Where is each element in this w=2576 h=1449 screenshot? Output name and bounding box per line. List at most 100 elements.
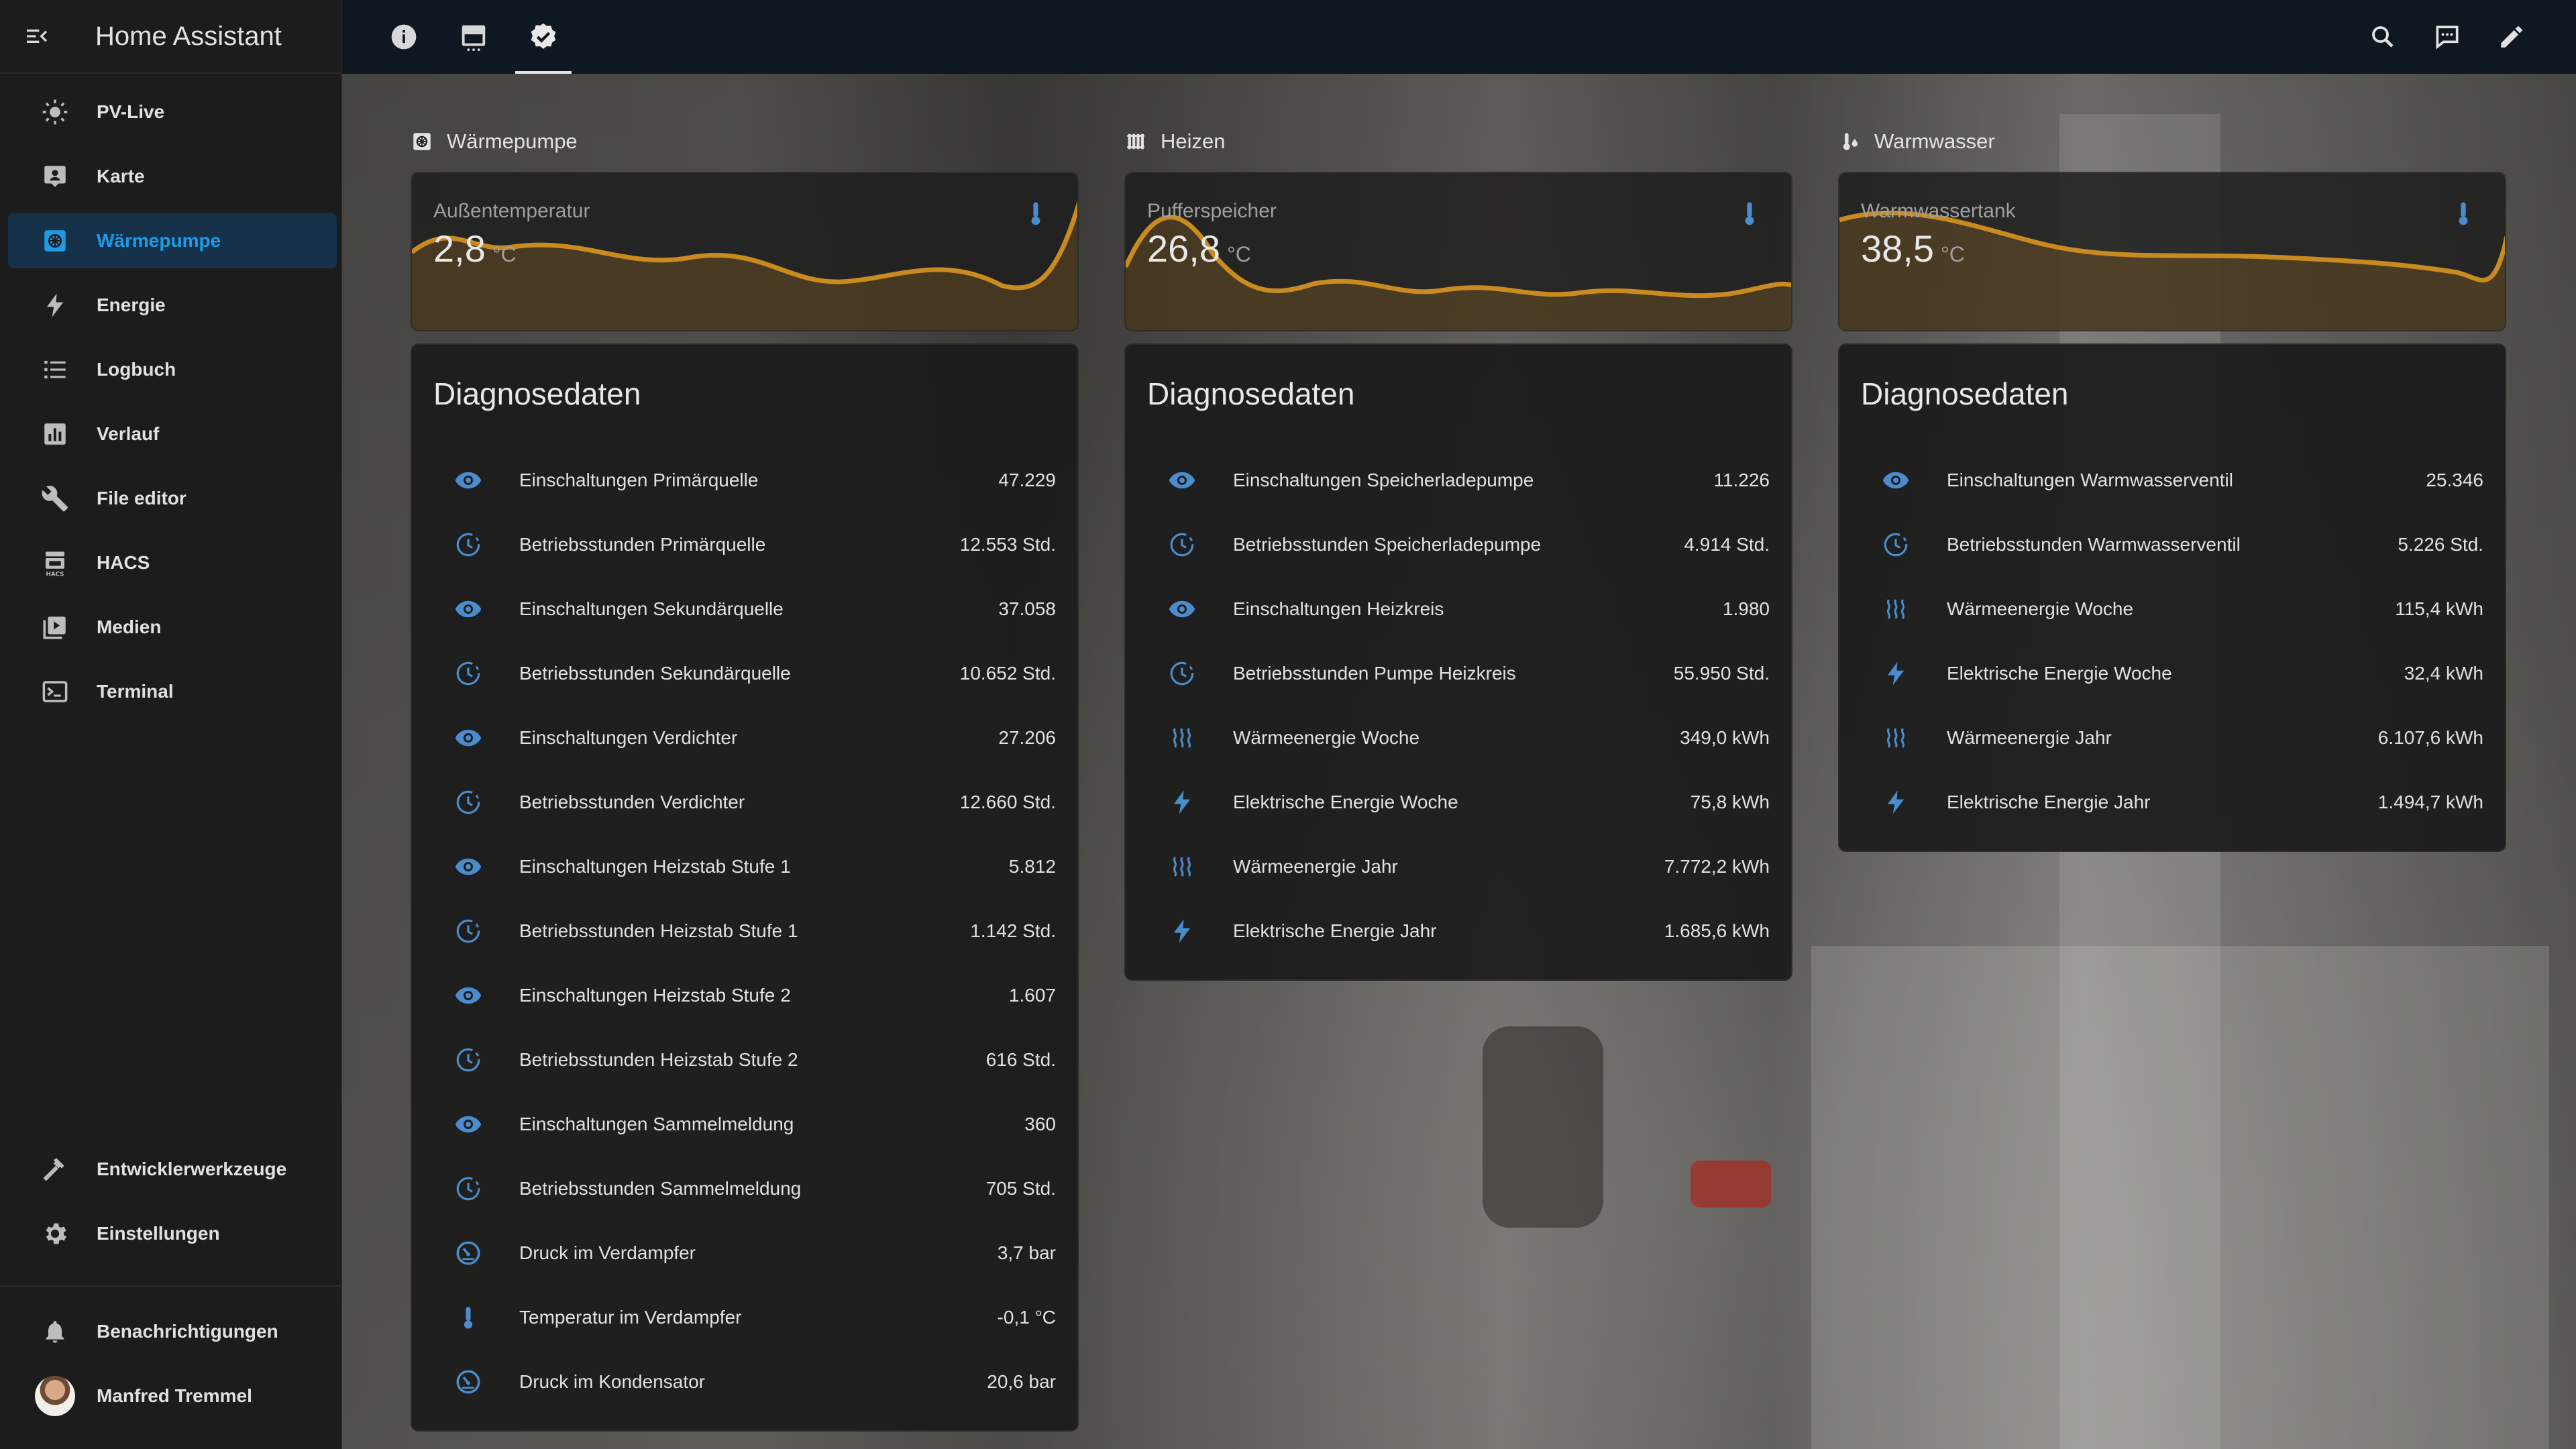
wrench-icon [42,486,68,512]
entity-value: 349,0 kWh [1680,727,1770,748]
entity-name: Betriebsstunden Verdichter [519,792,745,812]
entity-row[interactable]: Elektrische Energie Woche 75,8 kWh [1126,770,1791,835]
entity-value: 7.772,2 kWh [1664,856,1770,877]
entity-row[interactable]: Einschaltungen Heizstab Stufe 2 1.607 [412,963,1077,1028]
card-title: Diagnosedaten [1861,376,2069,411]
entity-value: 5.812 [1008,856,1056,877]
entity-name: Betriebsstunden Warmwasserventil [1947,534,2241,555]
sidebar-item-entwicklerwerkzeuge[interactable]: Entwicklerwerkzeuge [8,1142,337,1197]
info-icon [391,24,417,50]
diagnostics-card-wärmepumpe: Diagnosedaten Einschaltungen Primärquell… [411,343,1079,1432]
entity-name: Einschaltungen Sekundärquelle [519,598,784,619]
clock-icon [456,661,480,686]
entity-row[interactable]: Wärmeenergie Woche 349,0 kWh [1126,706,1791,770]
entity-value: 25.346 [2426,470,2483,490]
sidebar-item-einstellungen[interactable]: Einstellungen [8,1206,337,1261]
sensor-card-heizen[interactable]: Pufferspeicher 26,8 °C [1124,172,1792,331]
entity-value: 27.206 [998,727,1056,748]
entity-value: 1.980 [1722,598,1770,619]
entity-row[interactable]: Betriebsstunden Sekundärquelle 10.652 St… [412,641,1077,706]
entity-row[interactable]: Wärmeenergie Woche 115,4 kWh [1839,577,2505,641]
entity-row[interactable]: Druck im Verdampfer 3,7 bar [412,1221,1077,1285]
entity-value: 55.950 Std. [1673,663,1770,684]
search-button[interactable] [2351,0,2415,74]
entity-row[interactable]: Einschaltungen Verdichter 27.206 [412,706,1077,770]
sidebar-item-medien[interactable]: Medien [8,600,337,655]
sun-icon [42,99,68,125]
sidebar-item-wärmepumpe[interactable]: Wärmepumpe [8,213,337,268]
entity-name: Betriebsstunden Sammelmeldung [519,1178,802,1199]
sensor-card-wärmepumpe[interactable]: Außentemperatur 2,8 °C [411,172,1079,331]
sidebar-item-energie[interactable]: Energie [8,278,337,333]
entity-row[interactable]: Einschaltungen Heizkreis 1.980 [1126,577,1791,641]
sidebar-item-label: Medien [97,616,162,637]
entity-name: Wärmeenergie Woche [1233,727,1420,748]
entity-value: 32,4 kWh [2404,663,2483,684]
search-icon [2372,26,2394,48]
entity-row[interactable]: Betriebsstunden Verdichter 12.660 Std. [412,770,1077,835]
entity-row[interactable]: Einschaltungen Heizstab Stufe 1 5.812 [412,835,1077,899]
thermometer-icon [464,1307,473,1329]
sidebar-item-file-editor[interactable]: File editor [8,471,337,526]
clock-icon [456,533,480,557]
entity-row[interactable]: Betriebsstunden Heizstab Stufe 1 1.142 S… [412,899,1077,963]
entity-value: 360 [1024,1114,1056,1134]
lightning-icon [1887,790,1904,814]
entity-value: 3,7 bar [997,1242,1056,1263]
entity-row[interactable]: Betriebsstunden Primärquelle 12.553 Std. [412,513,1077,577]
edit-icon [2501,26,2522,48]
entity-row[interactable]: Elektrische Energie Jahr 1.494,7 kWh [1839,770,2505,835]
sidebar-item-verlauf[interactable]: Verlauf [8,407,337,462]
entity-row[interactable]: Wärmeenergie Jahr 7.772,2 kWh [1126,835,1791,899]
entity-name: Wärmeenergie Jahr [1233,856,1398,877]
sidebar-item-label: Einstellungen [97,1223,220,1244]
entity-row[interactable]: Betriebsstunden Pumpe Heizkreis 55.950 S… [1126,641,1791,706]
entity-name: Einschaltungen Heizstab Stufe 1 [519,856,791,877]
entity-row[interactable]: Einschaltungen Primärquelle 47.229 [412,448,1077,513]
entity-name: Elektrische Energie Woche [1233,792,1458,812]
entity-name: Elektrische Energie Jahr [1233,920,1437,941]
tab-calendar[interactable] [439,0,508,74]
clock-icon [1170,661,1194,686]
sidebar-item-logbuch[interactable]: Logbuch [8,342,337,397]
tab-check[interactable] [508,0,578,74]
diagnostics-card-warmwasser: Diagnosedaten Einschaltungen Warmwasserv… [1838,343,2506,852]
avatar [35,1376,75,1416]
entity-row[interactable]: Einschaltungen Sekundärquelle 37.058 [412,577,1077,641]
top-toolbar [342,0,2576,74]
section-title-text: Wärmepumpe [447,129,578,153]
entity-name: Einschaltungen Warmwasserventil [1947,470,2233,490]
entity-row[interactable]: Einschaltungen Warmwasserventil 25.346 [1839,448,2505,513]
entity-row[interactable]: Temperatur im Verdampfer -0,1 °C [412,1285,1077,1350]
section-title-text: Heizen [1161,129,1226,153]
menu-toggle-button[interactable] [0,0,74,73]
edit-button[interactable] [2479,0,2544,74]
sidebar-item-hacs[interactable]: HACS HACS [8,535,337,590]
sensor-card-warmwasser[interactable]: Warmwassertank 38,5 °C [1838,172,2506,331]
entity-row[interactable]: Betriebsstunden Heizstab Stufe 2 616 Std… [412,1028,1077,1092]
entity-value: 6.107,6 kWh [2377,727,2483,748]
sidebar-item-pv-live[interactable]: PV-Live [8,85,337,140]
entity-value: 1.494,7 kWh [2377,792,2483,812]
entity-row[interactable]: Elektrische Energie Woche 32,4 kWh [1839,641,2505,706]
assist-button[interactable] [2415,0,2479,74]
entity-row[interactable]: Druck im Kondensator 20,6 bar [412,1350,1077,1414]
clock-icon [456,790,480,814]
sensor-value: 2,8 °C [433,227,517,270]
entity-row[interactable]: Einschaltungen Sammelmeldung 360 [412,1092,1077,1157]
entity-row[interactable]: Betriebsstunden Speicherladepumpe 4.914 … [1126,513,1791,577]
assist-icon [2436,25,2459,50]
sidebar-item-notifications[interactable]: Benachrichtigungen [8,1304,337,1359]
tab-info[interactable] [369,0,439,74]
entity-row[interactable]: Einschaltungen Speicherladepumpe 11.226 [1126,448,1791,513]
sidebar-item-terminal[interactable]: Terminal [8,664,337,719]
entity-row[interactable]: Betriebsstunden Warmwasserventil 5.226 S… [1839,513,2505,577]
history-graph [412,201,1077,330]
entity-value: 616 Std. [985,1049,1056,1070]
entity-row[interactable]: Wärmeenergie Jahr 6.107,6 kWh [1839,706,2505,770]
sidebar-item-karte[interactable]: Karte [8,149,337,204]
entity-row[interactable]: Betriebsstunden Sammelmeldung 705 Std. [412,1157,1077,1221]
lightning-icon [1173,919,1191,943]
sidebar-item-user[interactable]: Manfred Tremmel [8,1368,337,1424]
entity-row[interactable]: Elektrische Energie Jahr 1.685,6 kWh [1126,899,1791,963]
